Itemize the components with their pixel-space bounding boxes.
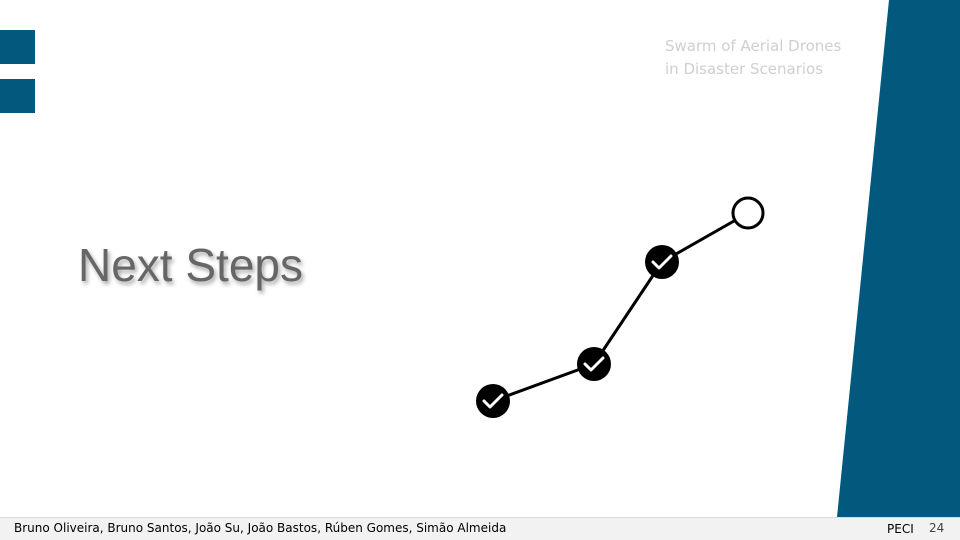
slide-title: Next Steps: [78, 239, 303, 291]
empty-circle-icon: [731, 196, 765, 230]
accent-square-bottom: [0, 79, 35, 113]
checkmark-icon: [583, 356, 605, 372]
step-2: [577, 347, 611, 381]
header-line-2: in Disaster Scenarios: [665, 60, 824, 78]
presentation-header: Swarm of Aerial Drones in Disaster Scena…: [665, 35, 865, 81]
step-4: [731, 196, 765, 230]
page-number: 24: [929, 521, 945, 535]
footer-authors: Bruno Oliveira, Bruno Santos, João Su, J…: [14, 521, 507, 535]
step-1: [476, 384, 510, 418]
checkmark-icon: [482, 393, 504, 409]
footer-bar: Bruno Oliveira, Bruno Santos, João Su, J…: [0, 517, 960, 540]
checkmark-icon: [651, 254, 673, 270]
footer-course: PECI: [887, 522, 914, 536]
accent-square-top: [0, 30, 35, 64]
step-3: [645, 245, 679, 279]
header-line-1: Swarm of Aerial Drones: [665, 37, 842, 55]
